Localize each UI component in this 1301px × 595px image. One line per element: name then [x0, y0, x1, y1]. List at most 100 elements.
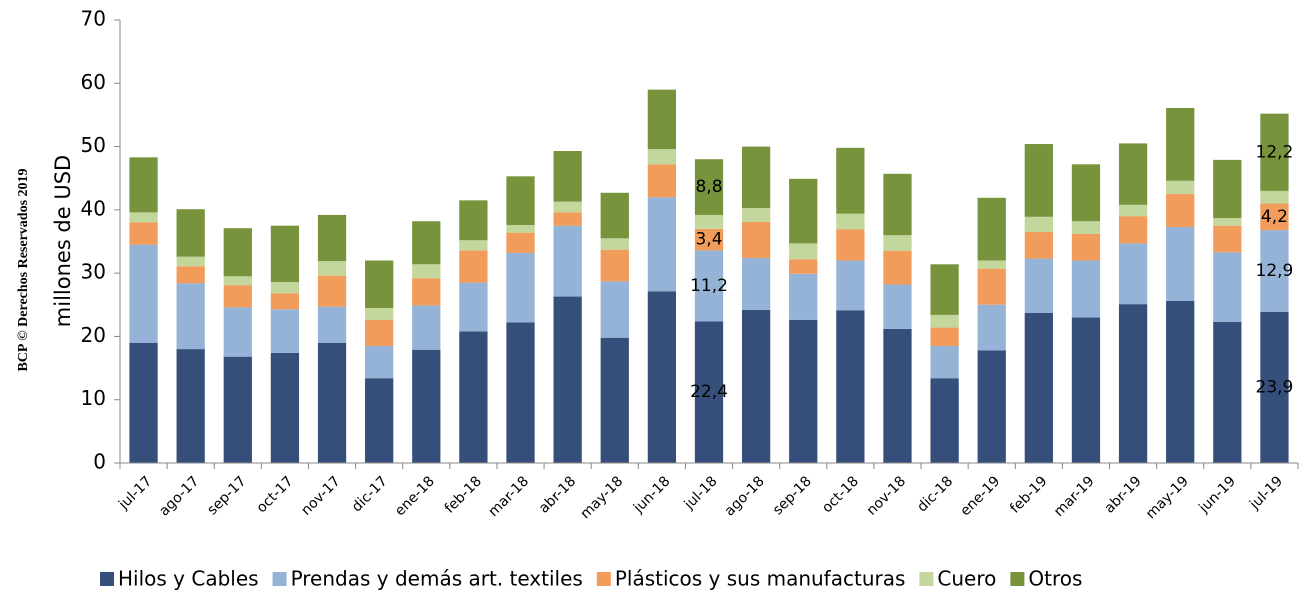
data-label: 22,4 — [690, 382, 728, 402]
bar-segment — [836, 213, 865, 230]
x-tick-label: may-19 — [1143, 473, 1192, 522]
x-tick-label: ene-18 — [392, 473, 438, 519]
bar-segment — [459, 240, 488, 251]
bar-segment — [176, 256, 205, 267]
bar-segment — [129, 244, 158, 343]
bar-segment — [1024, 313, 1053, 463]
y-axis-label: millones de USD — [51, 155, 75, 327]
bar-segment — [176, 349, 205, 463]
bar-segment — [977, 268, 1006, 305]
bar-segment — [647, 89, 677, 150]
bar-segment — [741, 221, 771, 258]
bar-segment — [459, 282, 488, 332]
bar-segment — [694, 228, 724, 251]
bar-segment — [977, 350, 1006, 463]
bar-segment — [930, 264, 959, 315]
x-tick-label: may-18 — [578, 473, 627, 522]
bar-segment — [1213, 225, 1242, 253]
bar-segment — [789, 243, 818, 260]
legend-label: Cuero — [937, 567, 996, 591]
bar-segment — [1118, 216, 1148, 244]
bar-segment — [1260, 230, 1289, 312]
x-tick-label: jun-18 — [630, 473, 673, 516]
data-label: 11,2 — [690, 276, 728, 296]
bar-segment — [459, 200, 488, 241]
legend-swatch — [1010, 572, 1025, 586]
bar-segment — [317, 275, 347, 307]
y-tick-label: 40 — [81, 196, 106, 220]
bar-segment — [647, 164, 677, 198]
bar-segment — [412, 264, 441, 279]
bar-segment — [1166, 226, 1195, 301]
legend-label: Otros — [1028, 567, 1082, 591]
bar-segment — [506, 225, 535, 233]
legend-swatch — [272, 572, 287, 586]
bar-segment — [600, 192, 629, 239]
bar-segment — [883, 173, 912, 236]
bar-segment — [1166, 300, 1195, 463]
x-tick-label: abr-19 — [1101, 473, 1144, 516]
bar-segment — [600, 249, 629, 282]
bar-segment — [741, 257, 771, 310]
bar-segment — [1260, 113, 1289, 191]
x-tick-label: ene-19 — [957, 473, 1003, 519]
bar-segment — [694, 159, 724, 215]
bar-segment — [365, 319, 394, 346]
bar-segment — [1071, 164, 1101, 222]
bar-segment — [223, 356, 252, 463]
y-tick-label: 60 — [81, 70, 106, 94]
bar-segment — [1213, 321, 1242, 463]
bar-segment — [1071, 233, 1101, 261]
y-tick-label: 70 — [81, 7, 106, 31]
bar-segment — [506, 176, 535, 226]
bar-segment — [223, 228, 252, 277]
x-tick-label: oct-17 — [254, 473, 297, 516]
bar-segment — [977, 197, 1006, 261]
x-tick-label: ago-18 — [722, 473, 768, 519]
bar-segment — [1260, 190, 1289, 204]
bar-segment — [1166, 107, 1195, 181]
bar-segment — [176, 266, 205, 284]
y-tick-label: 0 — [93, 450, 106, 474]
bar-segment — [270, 309, 300, 353]
bar-segment — [694, 321, 724, 463]
y-tick-label: 20 — [81, 323, 106, 347]
bar-segment — [741, 207, 771, 222]
bar-segment — [176, 283, 205, 350]
legend-swatch — [919, 572, 934, 586]
bar-segment — [789, 259, 818, 274]
legend-label: Plásticos y sus manufacturas — [615, 567, 906, 591]
data-label: 4,2 — [1261, 207, 1288, 227]
bar-segment — [270, 293, 300, 310]
x-tick-label: feb-19 — [1007, 473, 1050, 516]
bar-segment — [789, 273, 818, 320]
bar-segment — [365, 378, 394, 463]
bar-segment — [223, 307, 252, 357]
bar-segment — [1260, 203, 1289, 231]
legend-label: Hilos y Cables — [118, 567, 259, 591]
bar-segment — [647, 291, 677, 463]
bar-segment — [930, 314, 959, 328]
bar-segment — [506, 252, 535, 323]
bar-segment — [930, 345, 959, 379]
data-label: 23,9 — [1256, 377, 1294, 397]
x-tick-label: nov-18 — [864, 473, 909, 518]
bar-segment — [412, 278, 441, 306]
bar-segment — [412, 221, 441, 265]
bar-segment — [647, 149, 677, 165]
bar-segment — [129, 157, 158, 213]
bar-segment — [176, 209, 205, 257]
x-tick-label: abr-18 — [536, 473, 579, 516]
bar-segment — [836, 310, 865, 463]
bar-segment — [789, 178, 818, 244]
bar-segment — [1071, 260, 1101, 318]
data-label: 12,2 — [1256, 142, 1294, 162]
x-tick-label: sep-18 — [770, 473, 815, 518]
bar-segment — [553, 212, 582, 226]
bar-segment — [459, 250, 488, 283]
bar-segment — [412, 305, 441, 350]
bar-segment — [1118, 243, 1148, 305]
bar-segment — [553, 296, 582, 463]
bar-segment — [741, 309, 771, 463]
